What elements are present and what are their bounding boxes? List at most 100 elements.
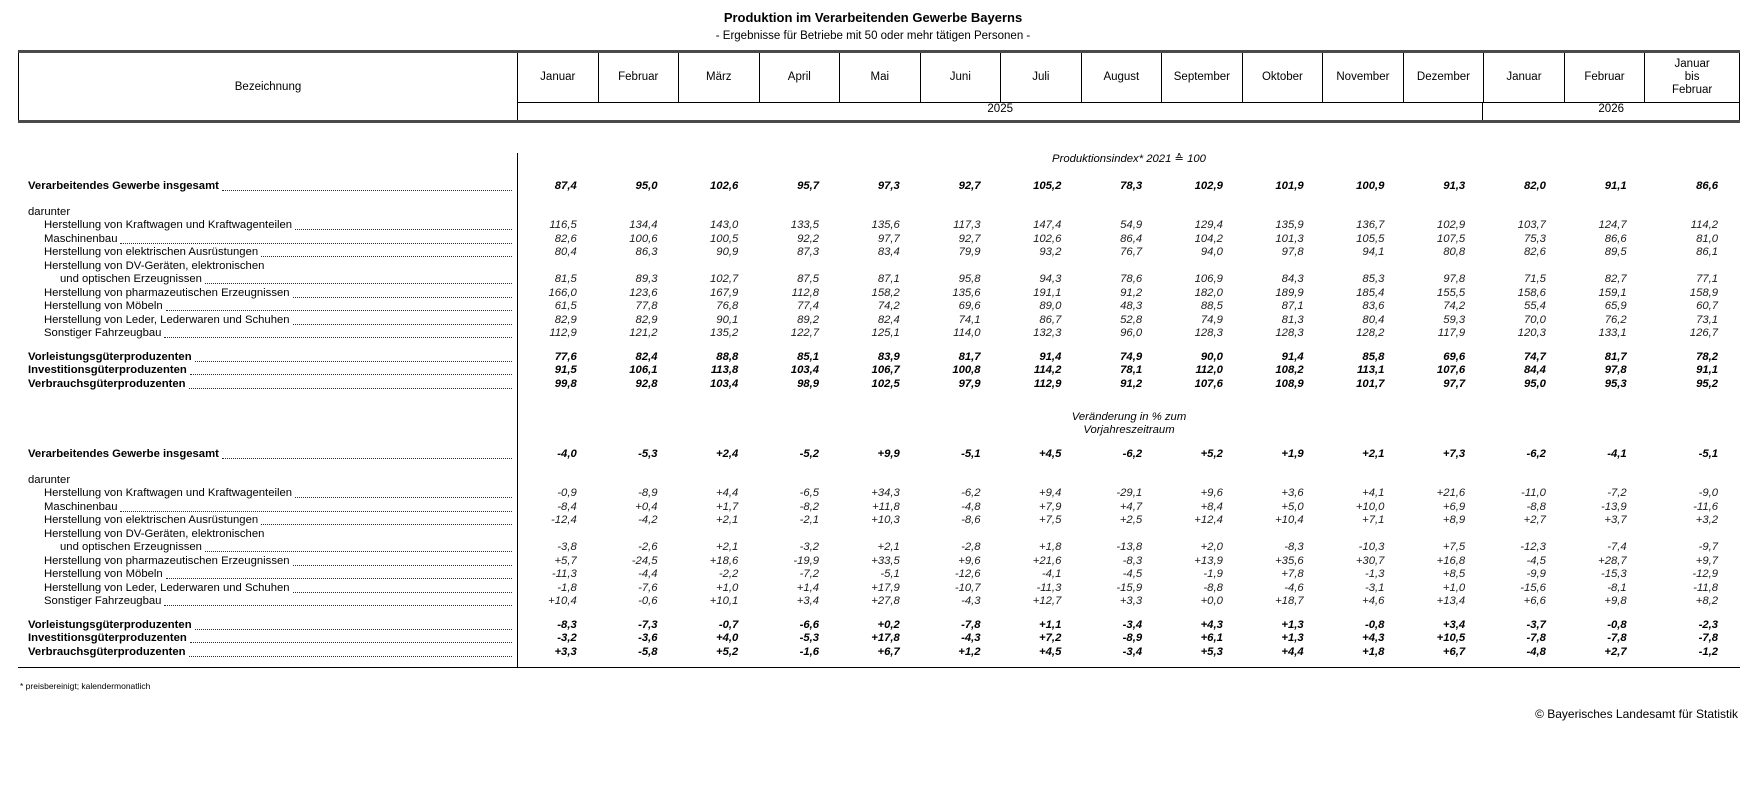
value-cell: 125,1 <box>871 327 900 339</box>
production-table: Bezeichnung Januar Februar März April Mai Jun… <box>18 50 1740 668</box>
value-cell: +1,8 <box>1039 541 1062 553</box>
column-header-month: Juli <box>1000 53 1081 102</box>
value-cell: 74,9 <box>1200 313 1223 326</box>
table-row: Verarbeitendes Gewerbe insgesamt 87,4 95,0… <box>18 180 1740 194</box>
value-cell: -13,8 <box>1116 541 1143 553</box>
value-cell: 70,0 <box>1523 313 1546 326</box>
column-header-month: Oktober <box>1241 53 1323 102</box>
value-cell: 91,4 <box>1281 350 1304 363</box>
value-cell: -12,3 <box>1520 541 1546 553</box>
title-block: Produktion im Verarbeitenden Gewerbe Bay… <box>0 0 1746 42</box>
value-cell: -1,6 <box>799 645 820 658</box>
value-cell: -9,7 <box>1698 541 1719 553</box>
value-cell: 86,1 <box>1696 246 1719 258</box>
row-label: Herstellung von pharmazeutischen Erzeugn… <box>44 286 290 299</box>
value-cell: +2,7 <box>1523 514 1546 526</box>
value-cell: 96,0 <box>1120 327 1143 339</box>
value-cell: 117,9 <box>1437 327 1466 339</box>
value-cell: 122,7 <box>790 327 820 339</box>
value-cell: -4,3 <box>961 595 981 607</box>
dotted-leader <box>292 564 512 566</box>
value-cell: -1,2 <box>1698 645 1719 658</box>
value-cell: 159,1 <box>1598 286 1627 299</box>
value-cell: 100,8 <box>952 364 981 376</box>
value-cell: 48,3 <box>1120 300 1143 312</box>
column-header-month: März <box>678 53 759 102</box>
value-cell: +4,4 <box>715 487 739 499</box>
row-label: Herstellung von pharmazeutischen Erzeugn… <box>44 554 290 567</box>
row-label: Investitionsgüterproduzenten <box>28 632 187 644</box>
value-cell: 93,2 <box>1039 246 1062 258</box>
value-cell: -8,9 <box>1122 632 1143 644</box>
value-cell: 143,0 <box>710 219 739 231</box>
header-months-and-years: Januar Februar März April Mai Juni Juli August S… <box>518 53 1740 120</box>
value-cell: -4,5 <box>1122 568 1143 580</box>
value-cell: -2,3 <box>1698 618 1719 631</box>
value-cell: 77,8 <box>635 300 658 312</box>
value-cell: +7,8 <box>1281 568 1304 580</box>
value-cell: 124,7 <box>1598 219 1627 231</box>
value-cell: -0,8 <box>1607 618 1627 631</box>
value-cell: 100,9 <box>1356 180 1385 192</box>
row-label: Verarbeitendes Gewerbe insgesamt <box>28 448 219 460</box>
value-cell: 136,7 <box>1356 219 1385 231</box>
value-cell: 74,2 <box>877 300 900 312</box>
value-cell: +4,7 <box>1119 500 1143 513</box>
value-cell: -8,8 <box>1526 500 1546 513</box>
value-cell: +1,0 <box>1442 581 1466 594</box>
value-cell: 98,9 <box>797 377 820 390</box>
column-header-month: November <box>1322 53 1403 102</box>
value-cell: +5,7 <box>554 554 577 567</box>
value-cell: 82,6 <box>1523 246 1546 258</box>
value-cell: +30,7 <box>1355 554 1385 567</box>
value-cell: +2,4 <box>715 448 739 460</box>
value-cell: +8,9 <box>1442 514 1466 526</box>
value-cell: 92,8 <box>635 377 658 390</box>
value-cell: 112,8 <box>791 286 820 299</box>
value-cell: +7,9 <box>1039 500 1062 513</box>
value-cell: +4,1 <box>1362 487 1385 499</box>
row-label: Vorleistungsgüterproduzenten <box>28 350 192 363</box>
value-cell: 86,3 <box>635 246 658 258</box>
table-row: darunter <box>18 205 1740 219</box>
value-cell: 97,8 <box>1281 246 1304 258</box>
value-cell: -8,8 <box>1203 581 1223 594</box>
value-cell: 133,1 <box>1598 327 1627 339</box>
value-cell: +4,3 <box>1362 632 1385 644</box>
dotted-leader <box>261 524 512 525</box>
value-cell: 101,7 <box>1356 377 1385 390</box>
row-label: Herstellung von Leder, Lederwaren und Sc… <box>44 313 290 326</box>
value-cell: -7,8 <box>1698 632 1719 644</box>
value-cell: 78,1 <box>1120 364 1143 376</box>
column-header-month: Januar bis Februar <box>1644 53 1739 102</box>
value-cell: 134,4 <box>629 219 658 231</box>
value-cell: 155,5 <box>1436 286 1466 299</box>
value-cell: 102,9 <box>1436 219 1466 231</box>
row-label: Herstellung von Kraftwagen und Kraftwage… <box>44 219 293 231</box>
value-cell: -3,2 <box>557 632 577 644</box>
value-cell: +17,9 <box>871 581 900 594</box>
table-header: Bezeichnung Januar Februar März April Mai Jun… <box>18 50 1740 123</box>
value-cell: 78,3 <box>1120 180 1143 192</box>
value-cell: -5,8 <box>638 645 658 658</box>
value-cell: +12,4 <box>1194 514 1223 526</box>
section-heading-text: Veränderung in % zum Vorjahreszeitraum <box>1071 410 1187 437</box>
value-cell: 103,7 <box>1517 219 1546 231</box>
value-cell: -8,9 <box>638 487 658 499</box>
value-cell: -8,6 <box>961 514 981 526</box>
value-cell: 82,6 <box>554 232 577 245</box>
value-cell: -0,8 <box>1364 618 1385 631</box>
table-row: Vorleistungsgüterproduzenten 77,6 82,4 88,8… <box>18 350 1740 364</box>
value-cell: +2,1 <box>715 514 739 526</box>
page-title: Produktion im Verarbeitenden Gewerbe Bay… <box>723 10 1023 25</box>
column-header-month: Februar <box>1563 53 1645 102</box>
value-cell: +3,4 <box>796 595 820 607</box>
value-cell: -12,6 <box>954 568 981 580</box>
value-cell: +8,5 <box>1442 568 1466 580</box>
table-row: Herstellung von DV-Geräten, elektronisch… <box>18 527 1740 541</box>
value-cell: -3,2 <box>799 541 820 553</box>
value-cell: +0,2 <box>877 618 900 631</box>
value-cell: 91,5 <box>554 364 577 376</box>
value-cell: +10,4 <box>548 595 577 607</box>
value-cell: 95,8 <box>958 273 981 285</box>
